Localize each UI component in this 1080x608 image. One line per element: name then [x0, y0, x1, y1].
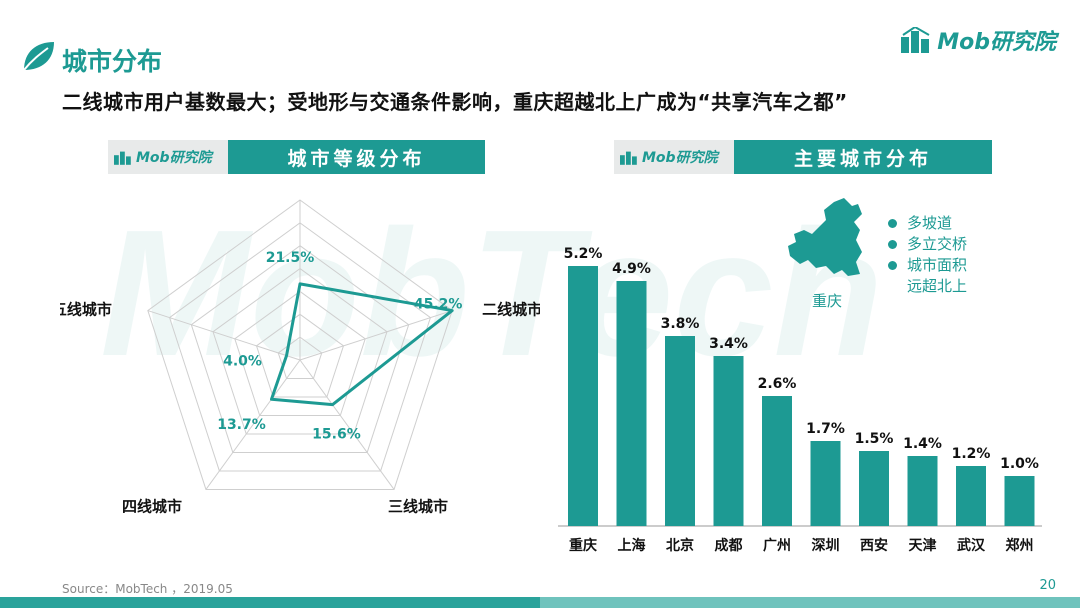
page-subtitle: 二线城市用户基数最大；受地形与交通条件影响，重庆超越北上广成为“共享汽车之都”	[62, 90, 848, 114]
radar-value-label: 4.0%	[223, 354, 262, 370]
chongqing-map	[788, 198, 862, 276]
panel-logo-text: Mob研究院	[136, 150, 212, 166]
radar-series	[269, 282, 454, 407]
bullet-icon	[888, 261, 897, 270]
bar-chart: 5.2% 重庆 4.9% 上海 3.8% 北京 3.4% 成都 2.6% 广州 1.7% 深圳 1.5%…	[558, 246, 1042, 554]
mob-logo-icon	[901, 27, 930, 53]
map-legend-item: 城市面积	[888, 255, 967, 276]
radar-chart: 一线城市二线城市三线城市四线城市五线城市21.5%45.2%15.6%13.7%…	[60, 199, 540, 515]
legend-text: 远超北上	[907, 277, 968, 295]
radar-value-label: 15.6%	[312, 427, 361, 443]
bar	[956, 466, 986, 526]
watermark: MobTech	[100, 193, 883, 385]
bar-value-label: 1.2%	[952, 446, 991, 462]
map-legend-item: 多坡道	[888, 213, 967, 234]
leaf-icon	[23, 42, 54, 71]
page-title: 城市分布	[62, 47, 163, 76]
map-legend-item: 多立交桥	[888, 234, 967, 255]
legend-text: 城市面积	[907, 256, 968, 274]
radar-axis	[147, 310, 301, 361]
radar-axis	[205, 359, 301, 490]
chongqing-shape	[788, 198, 862, 276]
panel-logo-text: Mob研究院	[642, 150, 718, 166]
bar-category-label: 深圳	[812, 537, 840, 554]
bar-value-label: 5.2%	[564, 246, 603, 262]
radar-grid-ring	[190, 245, 410, 453]
radar-value-label: 21.5%	[266, 250, 315, 266]
bar-category-label: 广州	[763, 537, 791, 554]
radar-category-label: 二线城市	[482, 301, 540, 319]
radar-value-label: 45.2%	[414, 297, 463, 313]
bar-category-label: 重庆	[569, 537, 597, 554]
bar	[616, 281, 647, 526]
bar	[907, 456, 938, 526]
mob-logo-icon	[620, 151, 637, 165]
bar-value-label: 4.9%	[612, 261, 651, 277]
radar-grid-ring	[255, 313, 345, 398]
bar-value-label: 1.5%	[855, 431, 894, 447]
page-number: 20	[1039, 578, 1056, 593]
radar-value-label: 13.7%	[217, 417, 266, 433]
mob-logo-icon	[114, 151, 131, 165]
radar-axis	[299, 359, 395, 490]
bar	[665, 336, 695, 526]
bar-value-label: 2.6%	[758, 376, 797, 392]
bar-value-label: 1.0%	[1000, 456, 1039, 472]
panel-logo: Mob研究院	[108, 140, 228, 174]
bar	[762, 396, 792, 526]
bar	[713, 356, 744, 526]
bottom-bar-accent	[0, 597, 540, 608]
bar	[859, 451, 889, 526]
radar-grid-ring	[147, 199, 453, 490]
bar-value-label: 1.7%	[806, 421, 845, 437]
bar	[568, 266, 598, 526]
radar-grid-ring	[234, 290, 366, 416]
source-note: Source：MobTech ，2019.05	[62, 582, 233, 596]
bar-category-label: 西安	[860, 537, 888, 554]
bar	[810, 441, 841, 526]
radar-category-label: 三线城市	[388, 497, 448, 515]
bar-category-label: 天津	[909, 537, 937, 554]
bar-value-label: 3.4%	[709, 336, 748, 352]
bullet-icon	[888, 240, 897, 249]
map-legend: 多坡道 多立交桥 城市面积 远超北上	[888, 213, 967, 297]
bullet-icon	[888, 219, 897, 228]
watermark-text: MobTech	[100, 193, 883, 385]
bar	[1004, 476, 1035, 526]
panel-title: 主要城市分布	[793, 147, 932, 170]
bar-value-label: 1.4%	[903, 436, 942, 452]
bar-category-label: 成都	[715, 537, 743, 554]
bar-category-label: 北京	[666, 537, 694, 554]
panel-header-major-cities: Mob研究院 主要城市分布	[614, 140, 992, 174]
bar-category-label: 上海	[618, 537, 646, 554]
map-legend-item: 远超北上	[888, 276, 967, 297]
radar-category-label: 五线城市	[60, 301, 112, 319]
panel-title: 城市等级分布	[287, 147, 426, 170]
bar-category-label: 武汉	[957, 537, 986, 554]
brand-logo-text: Mob研究院	[937, 30, 1056, 55]
bar-value-label: 3.8%	[661, 316, 700, 332]
radar-axis	[299, 310, 453, 361]
radar-grid-ring	[277, 336, 323, 379]
legend-text: 多立交桥	[907, 235, 968, 253]
legend-text: 多坡道	[907, 214, 953, 232]
panel-logo: Mob研究院	[614, 140, 734, 174]
panel-header-city-tier: Mob研究院 城市等级分布	[108, 140, 485, 174]
brand-logo: Mob研究院	[901, 24, 1056, 56]
bottom-bar	[0, 597, 1080, 608]
bar-category-label: 郑州	[1006, 537, 1034, 554]
map-label: 重庆	[812, 292, 843, 310]
radar-grid-ring	[212, 267, 388, 435]
radar-category-label: 四线城市	[122, 497, 182, 515]
